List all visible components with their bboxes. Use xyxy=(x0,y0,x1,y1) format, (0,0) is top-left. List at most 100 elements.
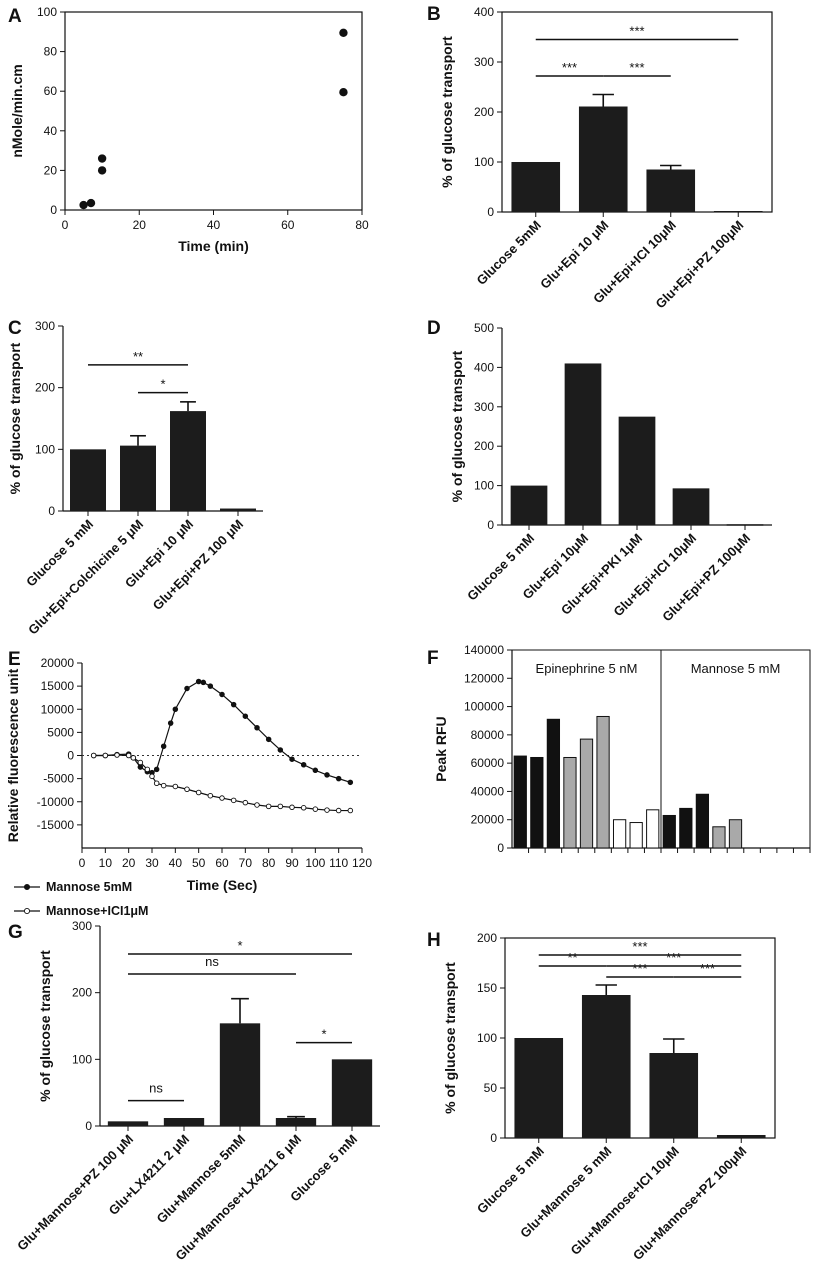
series-line xyxy=(93,754,351,812)
y-axis-title: nMole/min.cm xyxy=(9,64,25,157)
significance-label: ** xyxy=(133,349,143,364)
bar xyxy=(70,449,106,511)
bar xyxy=(618,416,656,525)
significance-label: *** xyxy=(666,950,681,965)
panel-label: G xyxy=(8,922,23,943)
series-point xyxy=(184,685,190,692)
bar xyxy=(578,106,628,212)
y-tick-label: 10000 xyxy=(41,702,75,716)
series-point xyxy=(172,783,179,790)
y-tick-label: 200 xyxy=(477,931,497,945)
data-point xyxy=(86,198,96,208)
series-point xyxy=(207,792,214,799)
y-tick-label: 0 xyxy=(490,1131,497,1145)
series-point xyxy=(335,775,342,782)
bar xyxy=(662,814,676,849)
bar xyxy=(596,715,610,849)
panel-label: D xyxy=(427,318,441,339)
significance-label: *** xyxy=(700,961,715,976)
y-axis-title: % of glucose transport xyxy=(37,950,53,1102)
bar xyxy=(331,1059,373,1126)
bar xyxy=(530,756,544,849)
x-tick-label: 60 xyxy=(281,218,295,232)
y-axis-title: % of glucose transport xyxy=(7,342,23,494)
y-tick-label: 5000 xyxy=(47,725,74,739)
bar xyxy=(120,445,156,511)
series-point xyxy=(265,803,272,810)
chart-panel-h: H 0 50 100 150 200 % of glucose transport Gluco… xyxy=(427,930,776,1263)
bar xyxy=(646,169,696,212)
series-point xyxy=(149,773,155,780)
y-tick-label: 20000 xyxy=(41,656,75,670)
x-category-label: Glucose 5mM xyxy=(473,218,543,288)
y-tick-label: 200 xyxy=(35,381,55,395)
bar xyxy=(511,162,561,212)
series-point xyxy=(153,766,160,773)
series-point xyxy=(277,747,284,753)
series-point xyxy=(184,786,190,793)
series-point xyxy=(153,780,160,787)
series-point xyxy=(230,701,237,708)
y-tick-label: 140000 xyxy=(464,643,504,657)
bar xyxy=(672,488,710,525)
series-point xyxy=(289,804,295,811)
chart-panel-g: G 0 100 200 300 % of glucose transport Glu+Man… xyxy=(8,919,380,1263)
y-tick-label: 120000 xyxy=(464,671,504,685)
series-point xyxy=(289,756,295,762)
significance-label: *** xyxy=(629,60,644,75)
series-point xyxy=(195,789,202,796)
series-point xyxy=(300,762,307,768)
series-point xyxy=(102,752,109,759)
bar xyxy=(679,807,693,849)
bar xyxy=(514,1038,564,1138)
data-point xyxy=(97,166,107,175)
series-point xyxy=(137,764,144,770)
bar xyxy=(728,819,743,849)
x-axis-title: Time (Sec) xyxy=(187,877,258,893)
y-tick-label: 200 xyxy=(474,105,494,119)
bar xyxy=(220,508,256,511)
chart-panel-f: F 0 20000 40000 60000 80000 100000 120000 140000… xyxy=(427,643,811,855)
series-point xyxy=(254,802,260,808)
y-tick-label: 100 xyxy=(474,155,494,169)
legend-marker xyxy=(23,883,31,891)
panel-label: E xyxy=(8,649,21,670)
series-point xyxy=(347,779,354,786)
region-label: Mannose 5 mM xyxy=(691,661,781,676)
x-category-label: Glu+Epi 10 μM xyxy=(537,218,611,292)
y-tick-label: 50 xyxy=(484,1081,498,1095)
significance-label: * xyxy=(237,938,242,953)
series-point xyxy=(335,807,342,814)
y-axis-title: Relative fluorescence unit xyxy=(5,668,21,842)
series-point xyxy=(324,807,330,813)
series-point xyxy=(137,759,144,766)
x-tick-label: 20 xyxy=(133,218,147,232)
y-tick-label: 40 xyxy=(44,124,58,138)
series-point xyxy=(130,755,137,761)
x-category-label: Glucose 5 mM xyxy=(474,1144,547,1217)
data-point xyxy=(339,28,348,37)
bar xyxy=(546,718,561,849)
series-point xyxy=(219,795,225,801)
x-tick-label: 0 xyxy=(62,218,69,232)
series-point xyxy=(254,725,260,731)
series-point xyxy=(207,683,214,689)
series-point xyxy=(195,678,202,685)
bar xyxy=(275,1118,317,1126)
chart-panel-e: E -15000 -10000 -5000 0 5000 10000 15000 20000 Re… xyxy=(5,649,372,918)
data-point xyxy=(79,200,88,210)
x-tick-label: 80 xyxy=(262,856,276,870)
y-tick-label: 0 xyxy=(497,841,504,855)
series-point xyxy=(242,799,249,806)
bar xyxy=(579,738,594,849)
y-tick-label: 0 xyxy=(487,518,494,532)
series-point xyxy=(312,767,319,774)
panel-label: B xyxy=(427,4,441,25)
series-point xyxy=(172,706,179,713)
data-point xyxy=(339,87,348,97)
series-point xyxy=(242,713,249,719)
bar xyxy=(629,822,643,849)
y-tick-label: 0 xyxy=(48,504,55,518)
series-point xyxy=(347,807,354,814)
